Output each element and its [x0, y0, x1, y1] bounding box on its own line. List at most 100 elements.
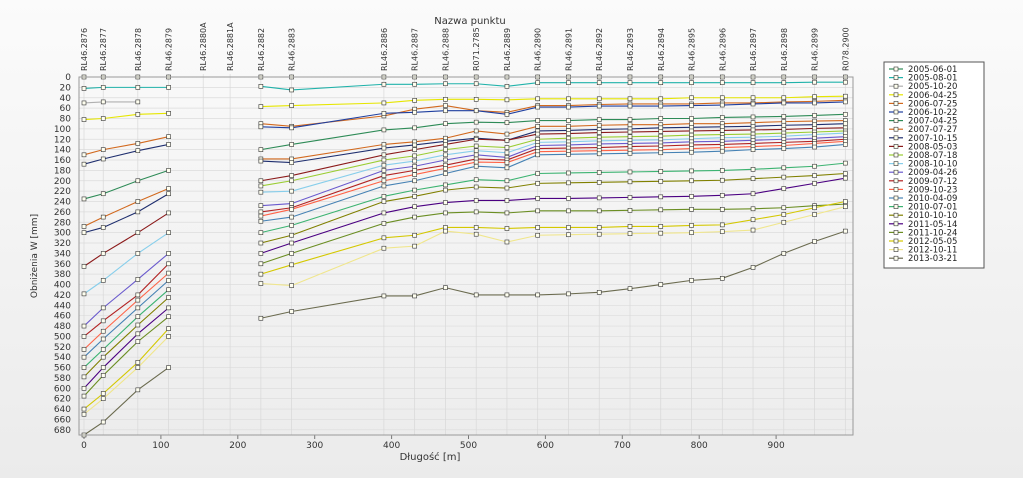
series-marker: [719, 168, 725, 173]
series-marker: [750, 265, 756, 270]
series-marker: [135, 314, 141, 320]
series-marker: [812, 163, 817, 169]
series-marker: [473, 148, 479, 153]
series-marker: [289, 309, 294, 314]
y-tick-label: 420: [54, 291, 71, 301]
legend-marker: [893, 144, 899, 149]
y-tick-label: 60: [60, 104, 72, 114]
series-marker: [781, 100, 787, 106]
series-marker: [535, 196, 541, 201]
legend-marker: [893, 118, 899, 123]
series-marker: [719, 222, 725, 228]
y-tick-label: 540: [54, 353, 71, 363]
series-marker: [258, 240, 264, 246]
series-marker: [812, 173, 817, 178]
series-marker: [135, 230, 141, 235]
series-marker: [535, 181, 541, 186]
series-line: [260, 130, 846, 187]
series-marker: [289, 232, 294, 238]
legend-box: [883, 61, 985, 269]
legend-label: 2006-04-25: [908, 91, 957, 101]
series-marker: [381, 145, 387, 151]
series-marker: [750, 167, 756, 172]
series-marker: [289, 223, 294, 228]
series-marker: [719, 95, 725, 101]
series-line: [83, 316, 169, 397]
series-marker: [289, 160, 294, 165]
series-marker: [473, 119, 479, 125]
series-marker: [535, 152, 541, 158]
series-marker: [135, 199, 141, 204]
series-marker: [258, 218, 264, 224]
series-marker: [689, 128, 694, 134]
series-marker: [443, 152, 448, 158]
series-marker: [381, 194, 387, 199]
series-marker: [100, 116, 106, 121]
point-name-label: R071.2785: [472, 27, 481, 71]
series-marker: [596, 80, 602, 86]
series-marker: [504, 210, 510, 216]
series-marker: [781, 80, 787, 86]
legend-marker: [893, 178, 899, 184]
series-marker: [100, 85, 106, 90]
series-marker: [719, 192, 725, 198]
series-marker: [473, 136, 479, 142]
legend-marker: [893, 109, 899, 115]
legend: 2005-06-012005-08-012005-10-202006-04-25…: [883, 61, 985, 269]
series-line: [260, 123, 846, 164]
series-marker: [566, 104, 571, 110]
legend-marker: [893, 92, 899, 98]
point-name-label: RL46.2899: [811, 28, 820, 71]
legend-label: 2010-10-10: [908, 211, 957, 221]
series-marker: [843, 142, 848, 147]
series-marker: [100, 318, 106, 324]
series-marker: [100, 191, 106, 197]
series-marker: [166, 168, 171, 173]
series-marker: [166, 270, 171, 276]
series-marker: [81, 334, 87, 339]
series-marker: [843, 160, 848, 166]
series-line: [83, 169, 169, 200]
series-marker: [412, 109, 417, 115]
x-tick-label: 100: [152, 441, 169, 451]
series-marker: [443, 182, 448, 188]
series-line: [83, 297, 169, 378]
series-marker: [289, 240, 294, 246]
series-marker: [258, 271, 264, 277]
series-marker: [381, 293, 387, 299]
point-name-label: RL46.2898: [780, 28, 789, 71]
series-marker: [473, 198, 479, 203]
series-marker: [381, 100, 387, 106]
series-marker: [535, 123, 541, 129]
series-marker: [81, 291, 87, 297]
y-tick-label: 220: [54, 187, 71, 197]
series-marker: [100, 373, 106, 378]
series-marker: [166, 295, 171, 300]
series-lines: [81, 74, 848, 438]
series-marker: [596, 225, 602, 230]
y-tick-label: 480: [54, 322, 71, 332]
series-marker: [689, 223, 694, 228]
series-marker: [135, 305, 141, 311]
series-marker: [689, 194, 694, 199]
series-marker: [781, 114, 787, 119]
series-marker: [689, 103, 694, 108]
series-marker: [504, 120, 510, 125]
y-tick-label: 680: [54, 426, 71, 436]
series-marker: [719, 128, 725, 133]
series-line: [260, 172, 846, 244]
series-marker: [381, 245, 387, 251]
series-marker: [658, 207, 664, 213]
legend-label: 2006-07-25: [908, 99, 957, 109]
series-marker: [812, 212, 817, 217]
series-marker: [81, 354, 87, 360]
series-line: [83, 193, 169, 234]
point-name-labels: RL46.2876 RL46.2877 RL46.2878 RL46.2879 RL46…: [80, 22, 850, 71]
series-marker: [100, 328, 106, 334]
series-marker: [258, 124, 264, 130]
series-marker: [443, 108, 448, 114]
series-marker: [412, 232, 417, 238]
x-tick-label: 700: [614, 441, 631, 451]
series-marker: [535, 225, 541, 230]
series-line: [260, 177, 846, 254]
